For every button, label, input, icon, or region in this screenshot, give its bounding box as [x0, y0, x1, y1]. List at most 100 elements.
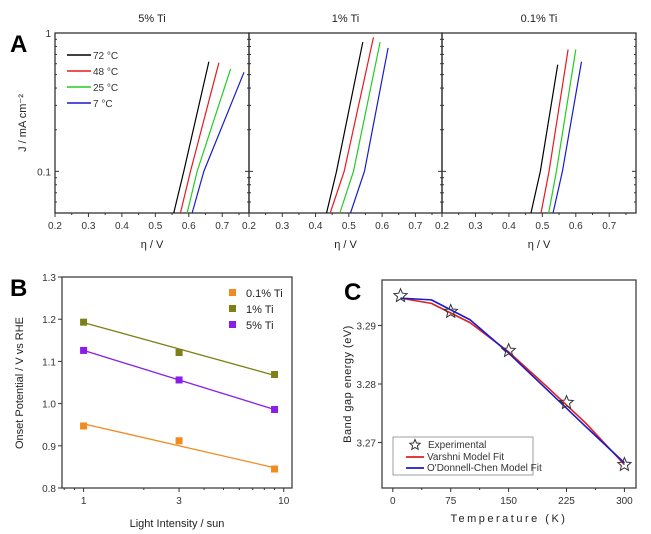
- star-data-point: [500, 342, 517, 358]
- star-data-point: [558, 394, 575, 410]
- data-point: [175, 437, 183, 445]
- x-tick-label: 0.3: [468, 221, 482, 232]
- x-tick-label: 225: [558, 496, 575, 507]
- subplot-title: 5% Ti: [138, 13, 166, 25]
- x-tick-label: 0.7: [408, 221, 422, 232]
- y-axis-label: J / mA cm⁻²: [17, 94, 29, 152]
- panel-label-A: A: [10, 31, 27, 58]
- x-tick-label: 0: [390, 496, 396, 507]
- legend-label: 0.1% Ti: [246, 288, 283, 300]
- star-data-point: [442, 303, 459, 319]
- series-line-25C: [548, 49, 577, 214]
- x-tick-label: 0.3: [81, 221, 95, 232]
- data-point: [80, 318, 88, 326]
- y-tick-label: 1.3: [42, 273, 56, 284]
- y-tick-label: 1.1: [42, 357, 56, 368]
- plot-frame-a1: [248, 32, 443, 214]
- y-tick-label: 0.9: [42, 442, 56, 453]
- series-line-25C: [186, 68, 232, 214]
- y-tick-label: 1: [45, 29, 51, 40]
- subplot-title: 1% Ti: [332, 13, 360, 25]
- data-point: [175, 376, 183, 384]
- x-tick-label: 0.6: [182, 221, 196, 232]
- x-tick-label: 10: [278, 496, 290, 507]
- series-line-72C: [530, 64, 559, 214]
- x-axis-label: η / V: [528, 239, 551, 251]
- y-tick-label: 0.8: [42, 484, 56, 495]
- x-axis-label: η / V: [334, 239, 357, 251]
- star-data-point: [392, 287, 409, 303]
- fit-curve: [400, 297, 625, 464]
- panel-label-B: B: [10, 275, 27, 302]
- x-tick-label: 0.2: [242, 221, 256, 232]
- plot-frame-a0: [54, 32, 250, 214]
- series-line-25C: [339, 41, 381, 214]
- legend-label: O'Donnell-Chen Model Fit: [427, 463, 542, 474]
- x-tick-label: 0.2: [435, 221, 449, 232]
- legend-swatch: [229, 289, 236, 296]
- legend-label: 7 °C: [93, 99, 113, 110]
- x-tick-label: 1: [81, 496, 87, 507]
- y-tick-label: 0.1: [37, 167, 51, 178]
- fit-line: [83, 423, 275, 469]
- plot-frame-a2: [441, 32, 637, 214]
- legend-swatch: [229, 305, 236, 312]
- y-tick-label: 3.29: [357, 322, 377, 333]
- series-line-72C: [325, 41, 364, 214]
- legend-label: 1% Ti: [246, 304, 274, 316]
- x-tick-label: 3: [176, 496, 182, 507]
- data-point: [271, 465, 279, 473]
- x-tick-label: 150: [500, 496, 517, 507]
- panel-label-C: C: [344, 279, 361, 306]
- x-tick-label: 0.5: [342, 221, 356, 232]
- y-axis-label: Band gap energy (eV): [342, 325, 354, 443]
- data-point: [271, 370, 279, 378]
- data-point: [271, 406, 279, 414]
- plot-frame-b: [61, 276, 293, 489]
- series-line-72C: [173, 61, 210, 214]
- x-tick-label: 0.5: [148, 221, 162, 232]
- x-tick-label: 0.6: [375, 221, 389, 232]
- x-tick-label: 0.4: [309, 221, 323, 232]
- x-axis-label: η / V: [141, 239, 164, 251]
- x-tick-label: 0.4: [115, 221, 129, 232]
- x-tick-label: 0.3: [275, 221, 289, 232]
- series-line-48C: [329, 37, 375, 214]
- x-tick-label: 0.6: [569, 221, 583, 232]
- x-tick-label: 0.4: [502, 221, 516, 232]
- x-axis-label: Light Intensity / sun: [130, 518, 225, 530]
- series-line-7C: [191, 72, 245, 214]
- data-point: [80, 346, 88, 354]
- legend-label: 5% Ti: [246, 320, 274, 332]
- y-tick-label: 1.2: [42, 315, 56, 326]
- series-line-7C: [349, 47, 389, 214]
- fit-curve: [400, 297, 626, 466]
- data-point: [175, 349, 183, 357]
- x-tick-label: 75: [445, 496, 457, 507]
- y-tick-label: 1.0: [42, 400, 56, 411]
- x-tick-label: 0.5: [535, 221, 549, 232]
- star-data-point: [616, 456, 633, 472]
- legend-label: 72 °C: [93, 51, 118, 62]
- fit-line: [83, 321, 275, 376]
- x-tick-label: 0.2: [48, 221, 62, 232]
- subplot-title: 0.1% Ti: [521, 13, 558, 25]
- x-tick-label: 300: [616, 496, 633, 507]
- y-axis-label: Onset Potential / V vs RHE: [14, 317, 26, 449]
- data-point: [80, 422, 88, 430]
- legend-label: 25 °C: [93, 83, 118, 94]
- legend-label: Experimental: [428, 440, 486, 451]
- legend-swatch: [229, 321, 236, 328]
- legend-star-icon: [408, 438, 422, 451]
- x-tick-label: 0.7: [215, 221, 229, 232]
- series-line-48C: [540, 49, 569, 214]
- legend-label: Varshni Model Fit: [427, 452, 504, 463]
- x-tick-label: 0.7: [602, 221, 616, 232]
- y-tick-label: 3.28: [357, 380, 377, 391]
- legend-label: 48 °C: [93, 67, 118, 78]
- series-line-7C: [552, 61, 583, 214]
- series-line-48C: [179, 62, 220, 214]
- y-tick-label: 3.27: [357, 438, 377, 449]
